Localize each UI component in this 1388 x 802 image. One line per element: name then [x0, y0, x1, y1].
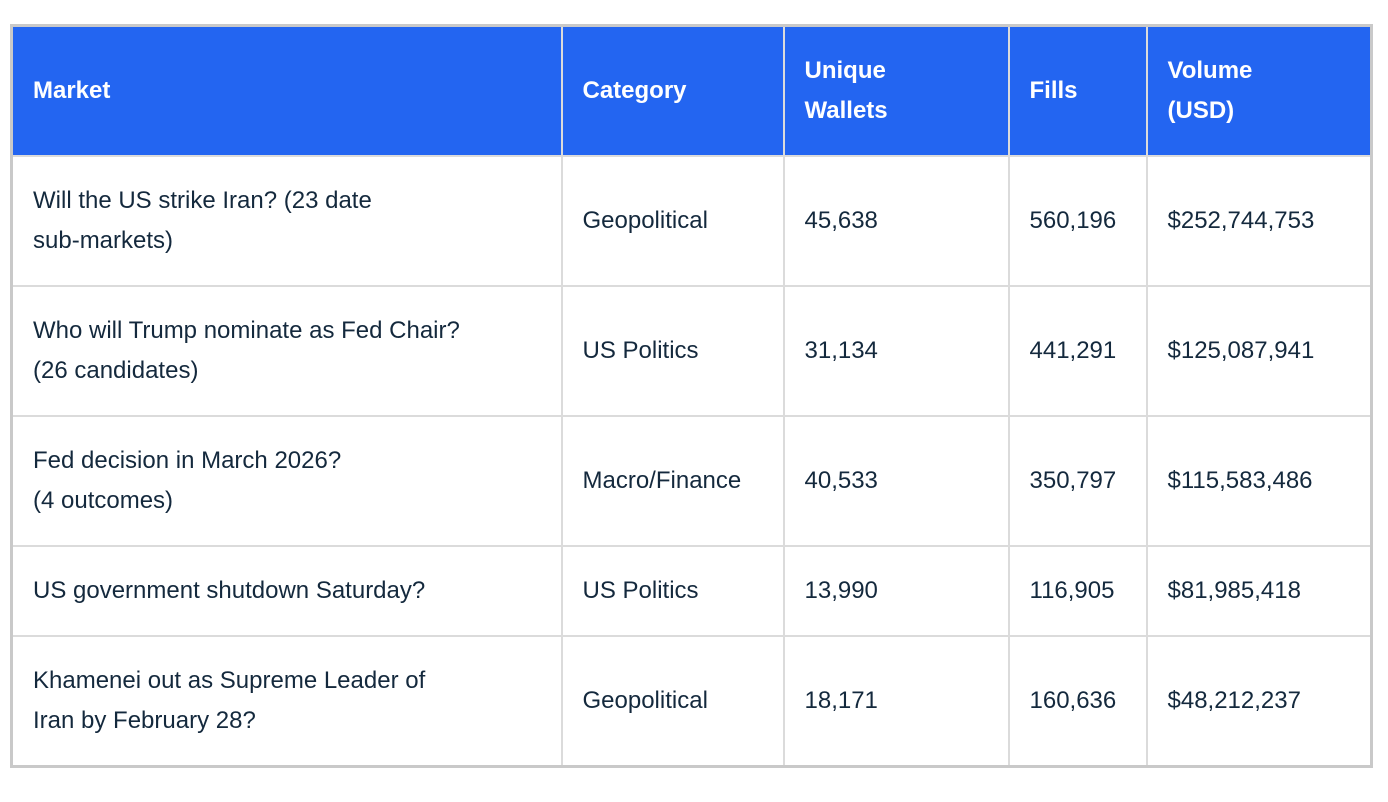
header-row: Market Category Unique Wallets Fills Vol…	[10, 24, 1373, 157]
market-line: US government shutdown Saturday?	[33, 577, 426, 604]
cell-fills: 441,291	[1007, 285, 1148, 417]
cell-market: Will the US strike Iran? (23 date sub-ma…	[10, 155, 563, 287]
cell-volume: $81,985,418	[1145, 545, 1373, 637]
table-row: Khamenei out as Supreme Leader of Iran b…	[10, 635, 1373, 768]
table-row: US government shutdown Saturday? US Poli…	[10, 545, 1373, 637]
markets-table: Market Category Unique Wallets Fills Vol…	[10, 24, 1373, 768]
column-header-market: Market	[10, 24, 563, 157]
cell-market: US government shutdown Saturday?	[10, 545, 563, 637]
cell-category: Geopolitical	[560, 155, 785, 287]
column-header-line: (USD)	[1167, 97, 1235, 124]
cell-unique-wallets: 18,171	[782, 635, 1010, 768]
cell-fills: 116,905	[1007, 545, 1148, 637]
market-line: Iran by February 28?	[33, 707, 256, 734]
cell-unique-wallets: 31,134	[782, 285, 1010, 417]
column-header-line: Volume	[1167, 57, 1253, 84]
cell-fills: 160,636	[1007, 635, 1148, 768]
market-line: Khamenei out as Supreme Leader of	[33, 667, 426, 694]
cell-category: Macro/Finance	[560, 415, 785, 547]
cell-volume: $252,744,753	[1145, 155, 1373, 287]
cell-volume: $115,583,486	[1145, 415, 1373, 547]
column-header-line: Category	[582, 77, 687, 104]
cell-unique-wallets: 13,990	[782, 545, 1010, 637]
cell-category: Geopolitical	[560, 635, 785, 768]
column-header-line: Fills	[1029, 77, 1078, 104]
market-line: Will the US strike Iran? (23 date	[33, 187, 372, 214]
cell-unique-wallets: 45,638	[782, 155, 1010, 287]
cell-market: Fed decision in March 2026? (4 outcomes)	[10, 415, 563, 547]
table-row: Will the US strike Iran? (23 date sub-ma…	[10, 155, 1373, 287]
market-line: (4 outcomes)	[33, 487, 174, 514]
cell-market: Khamenei out as Supreme Leader of Iran b…	[10, 635, 563, 768]
market-line: Fed decision in March 2026?	[33, 447, 342, 474]
market-line: sub-markets)	[33, 227, 174, 254]
column-header-line: Unique	[804, 57, 886, 84]
column-header-line: Market	[33, 77, 111, 104]
cell-category: US Politics	[560, 545, 785, 637]
cell-unique-wallets: 40,533	[782, 415, 1010, 547]
table-row: Who will Trump nominate as Fed Chair? (2…	[10, 285, 1373, 417]
cell-fills: 350,797	[1007, 415, 1148, 547]
column-header-fills: Fills	[1007, 24, 1148, 157]
column-header-category: Category	[560, 24, 785, 157]
cell-category: US Politics	[560, 285, 785, 417]
table-row: Fed decision in March 2026? (4 outcomes)…	[10, 415, 1373, 547]
cell-volume: $125,087,941	[1145, 285, 1373, 417]
column-header-unique-wallets: Unique Wallets	[782, 24, 1010, 157]
cell-market: Who will Trump nominate as Fed Chair? (2…	[10, 285, 563, 417]
column-header-line: Wallets	[804, 97, 888, 124]
column-header-volume: Volume (USD)	[1145, 24, 1373, 157]
market-line: (26 candidates)	[33, 357, 199, 384]
cell-volume: $48,212,237	[1145, 635, 1373, 768]
market-line: Who will Trump nominate as Fed Chair?	[33, 317, 460, 344]
cell-fills: 560,196	[1007, 155, 1148, 287]
